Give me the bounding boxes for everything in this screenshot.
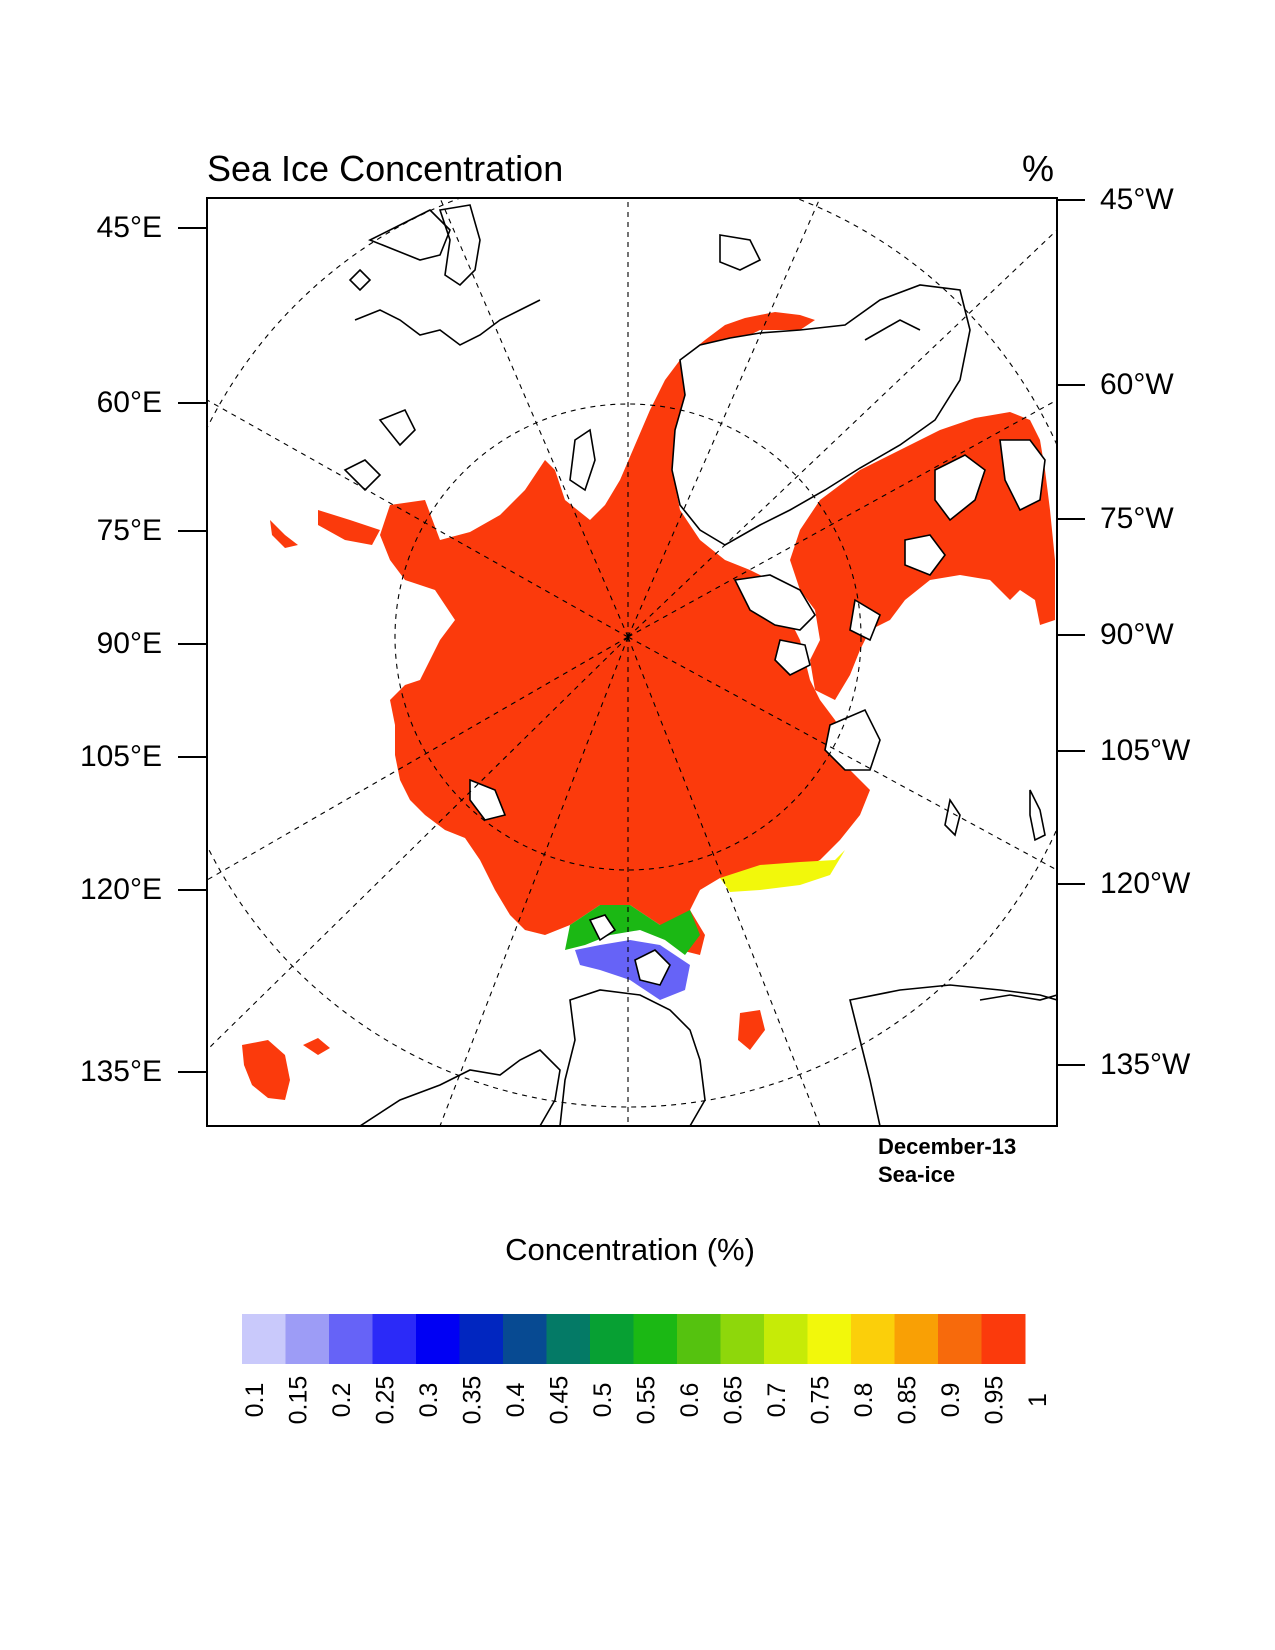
lon-label-45e: 45°E: [96, 211, 162, 244]
colorbar-tick-label: 0.9: [937, 1383, 965, 1418]
ellesmere: [569, 428, 596, 492]
colorbar-tick-label: 0.3: [415, 1383, 443, 1418]
colorbar-tick-label: 0.75: [807, 1376, 835, 1425]
lon-label-135e: 135°E: [79, 1055, 162, 1088]
lon-label-45w: 45°W: [1100, 183, 1174, 216]
low-ice-yellow: [720, 850, 845, 892]
colorbar-box: [894, 1314, 939, 1364]
colorbar-tick-label: 0.5: [589, 1383, 617, 1418]
colorbar-box: [851, 1314, 895, 1364]
colorbar-tick-label: 0.4: [502, 1383, 530, 1418]
colorbar-tick-label: 0.2: [328, 1383, 356, 1418]
variable-label: Sea-ice: [878, 1162, 956, 1187]
colorbar-tick-label: 1: [1024, 1393, 1052, 1407]
colorbar-box: [590, 1314, 634, 1364]
colorbar-box: [329, 1314, 373, 1364]
colorbar-box: [677, 1314, 721, 1364]
colorbar-labels: 0.1 0.15 0.2 0.25 0.3 0.35 0.4 0.45 0.5 0.55 0.6 0.…: [241, 1376, 1052, 1425]
colorbar-box: [416, 1314, 460, 1364]
colorbar-tick-label: 0.25: [372, 1376, 400, 1425]
canada-islands: [733, 439, 1046, 771]
low-ice-blue: [575, 940, 690, 1000]
map-frame: [206, 197, 1058, 1127]
colorbar-tick-label: 0.95: [981, 1376, 1009, 1425]
axis-ticks: [178, 199, 1085, 1073]
colorbar-box: [372, 1314, 417, 1364]
lon-label-60w: 60°W: [1100, 368, 1174, 401]
colorbar-title: Concentration (%): [505, 1232, 755, 1267]
chukotka: [588, 914, 671, 986]
colorbar-tick-label: 0.7: [763, 1383, 791, 1418]
lon-label-75e: 75°E: [96, 514, 162, 547]
lon-label-120w: 120°W: [1100, 867, 1191, 900]
colorbar-box: [720, 1314, 765, 1364]
lon-label-105e: 105°E: [79, 740, 162, 773]
colorbar-tick-label: 0.85: [894, 1376, 922, 1425]
colorbar-box: [764, 1314, 808, 1364]
colorbar-box: [633, 1314, 678, 1364]
coast-outlines: [343, 204, 1057, 1001]
lon-label-90w: 90°W: [1100, 618, 1174, 651]
colorbar-tick-label: 0.15: [285, 1376, 313, 1425]
greenland: [671, 284, 971, 546]
graticule: [207, 198, 1057, 1126]
lon-label-75w: 75°W: [1100, 502, 1174, 535]
colorbar-box: [546, 1314, 591, 1364]
colorbar: [242, 1314, 1026, 1364]
lon-label-60e: 60°E: [96, 386, 162, 419]
colorbar-box: [242, 1314, 286, 1364]
colorbar-tick-label: 0.35: [459, 1376, 487, 1425]
sea-ice-okhotsk: [242, 1040, 290, 1100]
colorbar-box: [503, 1314, 547, 1364]
colorbar-tick-label: 0.1: [241, 1383, 269, 1418]
colorbar-tick-label: 0.8: [850, 1383, 878, 1418]
units-label: %: [1022, 148, 1055, 189]
lon-label-90e: 90°E: [96, 627, 162, 660]
colorbar-tick-label: 0.65: [720, 1376, 748, 1425]
colorbar-box: [938, 1314, 982, 1364]
n-america-coast: [849, 984, 1057, 1126]
sea-ice-main: [380, 312, 870, 955]
alaska: [559, 989, 706, 1126]
svalbard: [469, 778, 507, 821]
colorbar-box: [981, 1314, 1026, 1364]
siberia-coast: [358, 1049, 561, 1126]
lon-label-105w: 105°W: [1100, 734, 1191, 767]
lon-label-135w: 135°W: [1100, 1048, 1191, 1081]
colorbar-box: [285, 1314, 330, 1364]
coastlines: [358, 284, 1057, 1126]
colorbar-tick-label: 0.45: [546, 1376, 574, 1425]
map-title: Sea Ice Concentration: [207, 148, 564, 189]
date-label: December-13: [878, 1134, 1017, 1159]
colorbar-box: [459, 1314, 504, 1364]
colorbar-tick-label: 0.55: [633, 1376, 661, 1425]
colorbar-box: [807, 1314, 852, 1364]
colorbar-tick-label: 0.6: [676, 1383, 704, 1418]
lon-label-120e: 120°E: [79, 873, 162, 906]
